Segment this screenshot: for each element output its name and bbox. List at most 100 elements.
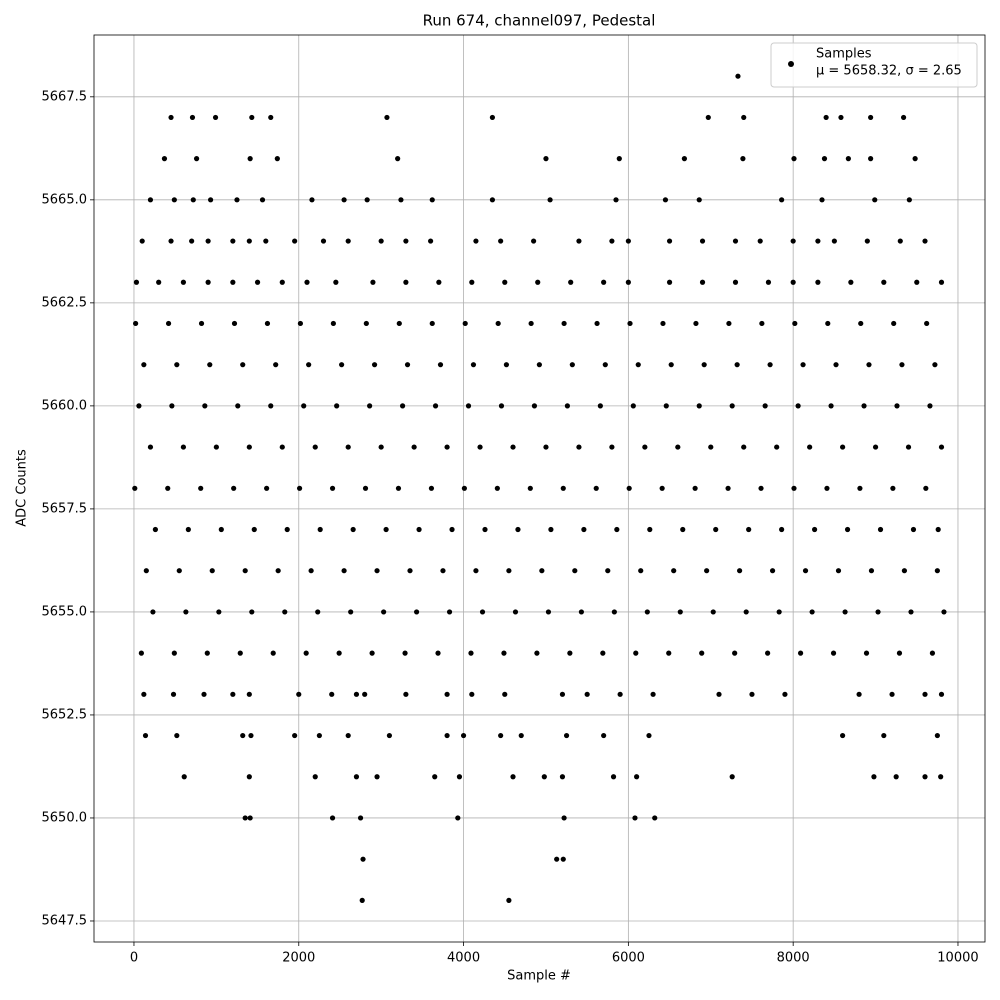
point bbox=[650, 691, 656, 697]
point bbox=[395, 156, 401, 162]
point bbox=[142, 732, 149, 739]
point bbox=[659, 485, 665, 491]
point bbox=[330, 320, 336, 327]
point bbox=[802, 568, 809, 574]
point bbox=[138, 650, 144, 656]
point bbox=[543, 156, 549, 162]
point bbox=[384, 114, 390, 121]
point bbox=[824, 485, 830, 491]
point bbox=[312, 774, 318, 780]
y-tick-label: 5662.5 bbox=[42, 295, 88, 310]
point bbox=[881, 732, 887, 739]
x-tick-label: 0 bbox=[130, 951, 138, 966]
point bbox=[407, 568, 413, 574]
point bbox=[264, 485, 270, 491]
point bbox=[383, 526, 389, 533]
point bbox=[545, 609, 552, 615]
point bbox=[638, 568, 644, 574]
point bbox=[800, 362, 806, 368]
point bbox=[378, 444, 384, 450]
point bbox=[625, 238, 631, 244]
point bbox=[404, 362, 411, 368]
point bbox=[696, 403, 702, 409]
point bbox=[699, 650, 705, 656]
point bbox=[881, 279, 887, 285]
point bbox=[143, 568, 149, 574]
point bbox=[776, 609, 782, 615]
point bbox=[838, 114, 844, 121]
point bbox=[609, 238, 615, 244]
point bbox=[625, 279, 631, 285]
point bbox=[273, 362, 279, 368]
point bbox=[180, 279, 187, 285]
point bbox=[633, 650, 639, 656]
y-tick-label: 5660.0 bbox=[42, 398, 88, 413]
point bbox=[610, 774, 617, 780]
point bbox=[254, 279, 261, 285]
point bbox=[345, 732, 351, 739]
point bbox=[635, 362, 641, 368]
point bbox=[212, 114, 219, 121]
point bbox=[825, 320, 831, 327]
point bbox=[246, 444, 252, 450]
point bbox=[416, 526, 422, 533]
point bbox=[821, 156, 828, 162]
x-tick-label: 8000 bbox=[777, 951, 810, 966]
point bbox=[863, 650, 870, 656]
point bbox=[435, 650, 441, 656]
point bbox=[734, 362, 740, 368]
point bbox=[541, 774, 547, 780]
point bbox=[133, 279, 140, 285]
point bbox=[312, 444, 318, 450]
point bbox=[204, 650, 210, 656]
point bbox=[495, 320, 501, 327]
x-axis-label: Sample # bbox=[507, 969, 571, 984]
point bbox=[908, 609, 914, 615]
point bbox=[627, 320, 633, 327]
point bbox=[395, 485, 402, 491]
point bbox=[757, 238, 763, 244]
point bbox=[713, 526, 719, 533]
point bbox=[696, 197, 702, 203]
point bbox=[251, 526, 257, 533]
point bbox=[363, 320, 369, 327]
point bbox=[795, 403, 801, 409]
point bbox=[428, 238, 434, 244]
point bbox=[501, 650, 507, 656]
point bbox=[198, 485, 204, 491]
point bbox=[147, 444, 154, 450]
point bbox=[811, 526, 818, 533]
point bbox=[469, 691, 475, 697]
point bbox=[634, 774, 640, 780]
point bbox=[336, 650, 342, 656]
point bbox=[740, 156, 746, 162]
point bbox=[240, 732, 246, 739]
point bbox=[181, 774, 187, 780]
point bbox=[339, 362, 345, 368]
y-tick-label: 5665.0 bbox=[42, 192, 88, 207]
point bbox=[893, 774, 899, 780]
point bbox=[710, 609, 716, 615]
point bbox=[360, 856, 366, 862]
chart-title: Run 674, channel097, Pedestal bbox=[423, 12, 656, 30]
point bbox=[935, 526, 941, 533]
point bbox=[320, 238, 327, 244]
point bbox=[479, 609, 486, 615]
point bbox=[374, 568, 380, 574]
point bbox=[231, 320, 238, 327]
point bbox=[207, 362, 213, 368]
point bbox=[934, 568, 940, 574]
point bbox=[765, 279, 772, 285]
point bbox=[576, 238, 582, 244]
point bbox=[444, 444, 450, 450]
point bbox=[531, 238, 537, 244]
point bbox=[263, 238, 269, 244]
point bbox=[432, 403, 439, 409]
point bbox=[560, 485, 566, 491]
point bbox=[333, 279, 339, 285]
point bbox=[868, 114, 874, 121]
point bbox=[666, 650, 672, 656]
point bbox=[279, 444, 285, 450]
legend-marker bbox=[788, 61, 794, 67]
